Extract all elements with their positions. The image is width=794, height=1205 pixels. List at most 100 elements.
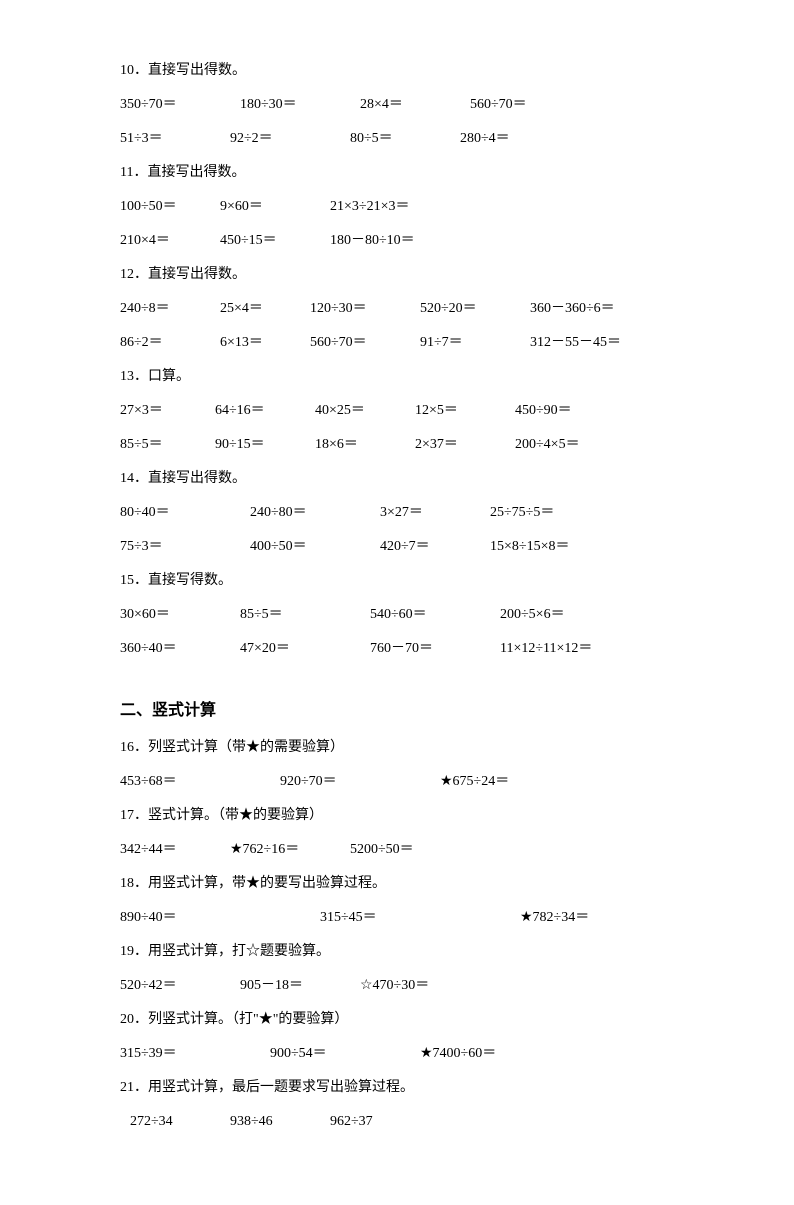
expression-cell: 240÷80＝ — [250, 502, 380, 523]
expression-cell: 3×27＝ — [380, 502, 490, 523]
q12-row1: 240÷8＝25×4＝120÷30＝520÷20＝360－360÷6＝ — [120, 298, 674, 319]
expression-cell: 86÷2＝ — [120, 332, 220, 353]
q18-title: 18．用竖式计算，带★的要写出验算过程。 — [120, 873, 674, 894]
q18-row1: 890÷40＝315÷45＝★782÷34＝ — [120, 907, 674, 928]
q14-title: 14．直接写出得数。 — [120, 468, 674, 489]
expression-cell: 210×4＝ — [120, 230, 220, 251]
expression-cell: 21×3÷21×3＝ — [330, 196, 470, 217]
q17-row1: 342÷44＝★762÷16＝5200÷50＝ — [120, 839, 674, 860]
q21-title: 21．用竖式计算，最后一题要求写出验算过程。 — [120, 1077, 674, 1098]
q20-title: 20．列竖式计算。（打"★"的要验算） — [120, 1009, 674, 1030]
q12-title: 12．直接写出得数。 — [120, 264, 674, 285]
expression-cell: 450÷15＝ — [220, 230, 330, 251]
expression-cell: 962÷37 — [330, 1111, 430, 1132]
expression-cell: 420÷7＝ — [380, 536, 490, 557]
expression-cell: 520÷20＝ — [420, 298, 530, 319]
expression-cell: ☆470÷30＝ — [360, 975, 500, 996]
expression-cell: 200÷5×6＝ — [500, 604, 630, 625]
q21-row1: 272÷34938÷46962÷37 — [120, 1111, 674, 1132]
expression-cell: 360－360÷6＝ — [530, 298, 670, 319]
expression-cell: ★782÷34＝ — [520, 907, 660, 928]
expression-cell: 85÷5＝ — [120, 434, 215, 455]
expression-cell: 27×3＝ — [120, 400, 215, 421]
expression-cell: 360÷40＝ — [120, 638, 240, 659]
expression-cell: 240÷8＝ — [120, 298, 220, 319]
q14-row2: 75÷3＝400÷50＝420÷7＝15×8÷15×8＝ — [120, 536, 674, 557]
expression-cell: ★675÷24＝ — [440, 771, 580, 792]
q19-row1: 520÷42＝905－18＝☆470÷30＝ — [120, 975, 674, 996]
q15-row1: 30×60＝85÷5＝540÷60＝200÷5×6＝ — [120, 604, 674, 625]
q16-row1: 453÷68＝920÷70＝★675÷24＝ — [120, 771, 674, 792]
q19-title: 19．用竖式计算，打☆题要验算。 — [120, 941, 674, 962]
expression-cell: 80÷5＝ — [350, 128, 460, 149]
expression-cell: 25×4＝ — [220, 298, 310, 319]
expression-cell: 80÷40＝ — [120, 502, 250, 523]
expression-cell: 540÷60＝ — [370, 604, 500, 625]
expression-cell: 90÷15＝ — [215, 434, 315, 455]
expression-cell: 25÷75÷5＝ — [490, 502, 620, 523]
expression-cell: 890÷40＝ — [120, 907, 320, 928]
expression-cell: 400÷50＝ — [250, 536, 380, 557]
expression-cell: 453÷68＝ — [120, 771, 280, 792]
expression-cell: 40×25＝ — [315, 400, 415, 421]
expression-cell: 180÷30＝ — [240, 94, 360, 115]
expression-cell: 85÷5＝ — [240, 604, 370, 625]
expression-cell: 120÷30＝ — [310, 298, 420, 319]
expression-cell: 5200÷50＝ — [350, 839, 470, 860]
expression-cell: 2×37＝ — [415, 434, 515, 455]
expression-cell: 450÷90＝ — [515, 400, 615, 421]
q11-title: 11．直接写出得数。 — [120, 162, 674, 183]
q10-row2: 51÷3＝92÷2＝80÷5＝280÷4＝ — [120, 128, 674, 149]
expression-cell: 760－70＝ — [370, 638, 500, 659]
expression-cell: 18×6＝ — [315, 434, 415, 455]
q20-row1: 315÷39＝900÷54＝★7400÷60＝ — [120, 1043, 674, 1064]
expression-cell: 11×12÷11×12＝ — [500, 638, 650, 659]
q10-title: 10．直接写出得数。 — [120, 60, 674, 81]
q15-row2: 360÷40＝47×20＝760－70＝11×12÷11×12＝ — [120, 638, 674, 659]
expression-cell: 900÷54＝ — [270, 1043, 420, 1064]
expression-cell: 315÷45＝ — [320, 907, 520, 928]
q13-row2: 85÷5＝90÷15＝18×6＝2×37＝200÷4×5＝ — [120, 434, 674, 455]
expression-cell: 342÷44＝ — [120, 839, 230, 860]
q10-row1: 350÷70＝180÷30＝28×4＝560÷70＝ — [120, 94, 674, 115]
q13-row1: 27×3＝64÷16＝40×25＝12×5＝450÷90＝ — [120, 400, 674, 421]
expression-cell: 272÷34 — [120, 1111, 230, 1132]
expression-cell: 47×20＝ — [240, 638, 370, 659]
expression-cell: 51÷3＝ — [120, 128, 230, 149]
expression-cell: 920÷70＝ — [280, 771, 440, 792]
expression-cell: 30×60＝ — [120, 604, 240, 625]
expression-cell: 75÷3＝ — [120, 536, 250, 557]
expression-cell: ★7400÷60＝ — [420, 1043, 570, 1064]
expression-cell: 312－55－45＝ — [530, 332, 670, 353]
expression-cell: 100÷50＝ — [120, 196, 220, 217]
expression-cell: 520÷42＝ — [120, 975, 240, 996]
expression-cell: 12×5＝ — [415, 400, 515, 421]
q14-row1: 80÷40＝240÷80＝3×27＝25÷75÷5＝ — [120, 502, 674, 523]
expression-cell: 280÷4＝ — [460, 128, 560, 149]
q16-title: 16．列竖式计算（带★的需要验算） — [120, 737, 674, 758]
expression-cell: 15×8÷15×8＝ — [490, 536, 630, 557]
section-b-heading: 二、竖式计算 — [120, 699, 674, 723]
q11-row2: 210×4＝450÷15＝180－80÷10＝ — [120, 230, 674, 251]
q13-title: 13．口算。 — [120, 366, 674, 387]
expression-cell: 905－18＝ — [240, 975, 360, 996]
page-content: 10．直接写出得数。 350÷70＝180÷30＝28×4＝560÷70＝ 51… — [0, 0, 794, 1205]
expression-cell: 560÷70＝ — [470, 94, 570, 115]
expression-cell: 180－80÷10＝ — [330, 230, 470, 251]
expression-cell: 6×13＝ — [220, 332, 310, 353]
expression-cell: 350÷70＝ — [120, 94, 240, 115]
q17-title: 17．竖式计算。（带★的要验算） — [120, 805, 674, 826]
expression-cell: 560÷70＝ — [310, 332, 420, 353]
expression-cell: 91÷7＝ — [420, 332, 530, 353]
expression-cell: 200÷4×5＝ — [515, 434, 625, 455]
q11-row1: 100÷50＝9×60＝21×3÷21×3＝ — [120, 196, 674, 217]
q15-title: 15．直接写得数。 — [120, 570, 674, 591]
expression-cell: 64÷16＝ — [215, 400, 315, 421]
q12-row2: 86÷2＝6×13＝560÷70＝91÷7＝312－55－45＝ — [120, 332, 674, 353]
expression-cell: 28×4＝ — [360, 94, 470, 115]
expression-cell: ★762÷16＝ — [230, 839, 350, 860]
expression-cell: 315÷39＝ — [120, 1043, 270, 1064]
expression-cell: 938÷46 — [230, 1111, 330, 1132]
expression-cell: 92÷2＝ — [230, 128, 350, 149]
expression-cell: 9×60＝ — [220, 196, 330, 217]
